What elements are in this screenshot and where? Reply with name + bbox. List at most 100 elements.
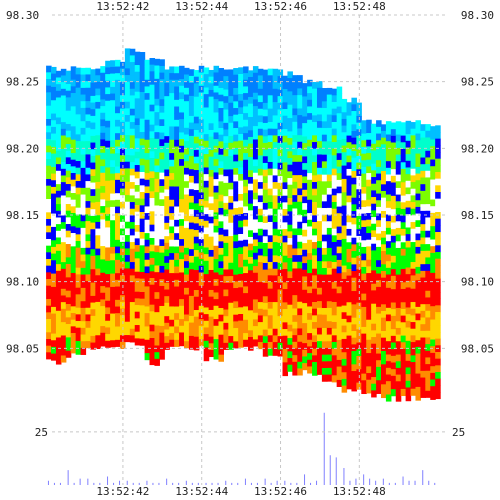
heatmap-cell [233,314,239,322]
heatmap-cell [164,122,170,130]
heatmap-cell [75,114,82,122]
heatmap-cell [75,161,82,169]
heatmap-cell [400,162,407,170]
heatmap-cell [248,336,254,345]
heatmap-cell [75,247,82,255]
heatmap-cell [297,195,303,203]
heatmap-cell [312,128,318,136]
heatmap-cell [341,358,348,366]
heatmap-cell [105,227,111,235]
volume-bar [152,482,154,486]
heatmap-cell [51,273,57,281]
heatmap-cell [218,354,224,362]
heatmap-cell [410,302,417,310]
heatmap-cell [60,142,67,150]
heatmap-cell [46,292,52,300]
heatmap-cell [144,93,151,101]
heatmap-cell [243,126,249,134]
heatmap-cell [400,148,407,157]
heatmap-cell [65,277,72,285]
heatmap-cell [415,266,421,274]
heatmap-cell [51,320,57,328]
heatmap-cell [115,119,121,127]
heatmap-cell [420,237,426,245]
heatmap-cell [248,296,254,305]
heatmap-cell [154,312,160,320]
heatmap-cell [119,88,126,96]
heatmap-cell [129,155,136,163]
heatmap-cell [65,84,72,92]
heatmap-cell [292,361,298,369]
heatmap-cell [139,232,146,240]
heatmap-cell [90,242,96,250]
heatmap-cell [183,274,190,282]
heatmap-cell [346,208,353,217]
heatmap-cell [312,95,318,103]
heatmap-cell [430,372,436,380]
heatmap-cell [430,232,436,240]
heatmap-cell [287,78,293,86]
heatmap-cell [341,385,348,393]
heatmap-cell [115,326,121,334]
heatmap-cell [341,125,348,133]
heatmap-cell [100,299,106,307]
heatmap-cell [115,339,121,347]
heatmap-cell [169,293,175,301]
heatmap-cell [267,161,274,170]
volume-bar [67,470,69,485]
heatmap-cell [371,197,377,205]
heatmap-cell [252,112,259,120]
heatmap-cell [376,280,382,288]
heatmap-cell [351,257,357,265]
volume-bar [217,482,219,486]
heatmap-cell [405,300,412,308]
heatmap-cell [193,196,200,204]
heatmap-cell [218,301,224,309]
heatmap-cell [70,259,77,267]
heatmap-cell [115,286,121,294]
heatmap-cell [51,246,57,254]
heatmap-cell [331,361,338,370]
heatmap-cell [218,194,224,202]
heatmap-cell [326,187,333,195]
heatmap-cell [233,141,239,149]
volume-bar [369,478,371,486]
heatmap-cell [105,274,111,282]
heatmap-cell [316,247,323,255]
heatmap-cell [223,162,229,170]
heatmap-cell [331,281,338,290]
heatmap-cell [65,170,72,178]
heatmap-cell [238,114,244,122]
heatmap-cell [257,168,264,176]
heatmap-cell [326,107,333,115]
heatmap-cell [188,222,195,230]
heatmap-cell [341,272,348,280]
heatmap-cell [321,234,328,242]
heatmap-cell [110,333,116,341]
heatmap-cell [75,287,82,295]
heatmap-cell [238,334,244,342]
heatmap-cell [307,253,313,261]
heatmap-cell [302,136,308,144]
heatmap-cell [228,142,234,150]
heatmap-cell [95,161,101,169]
heatmap-cell [105,334,111,342]
heatmap-cell [252,132,259,140]
heatmap-cell [100,232,106,240]
heatmap-cell [282,369,289,377]
heatmap-cell [321,194,328,202]
heatmap-cell [223,96,229,104]
heatmap-cell [218,321,224,329]
heatmap-cell [405,240,412,248]
heatmap-cell [55,304,62,312]
heatmap-cell [395,134,402,142]
heatmap-cell [307,319,313,327]
heatmap-cell [154,265,160,273]
heatmap-cell [376,173,382,181]
heatmap-cell [331,241,338,250]
volume-bar [290,482,292,486]
heatmap-cell [346,182,353,190]
heatmap-cell [238,134,244,142]
heatmap-cell [174,113,180,121]
heatmap-cell [60,115,67,123]
